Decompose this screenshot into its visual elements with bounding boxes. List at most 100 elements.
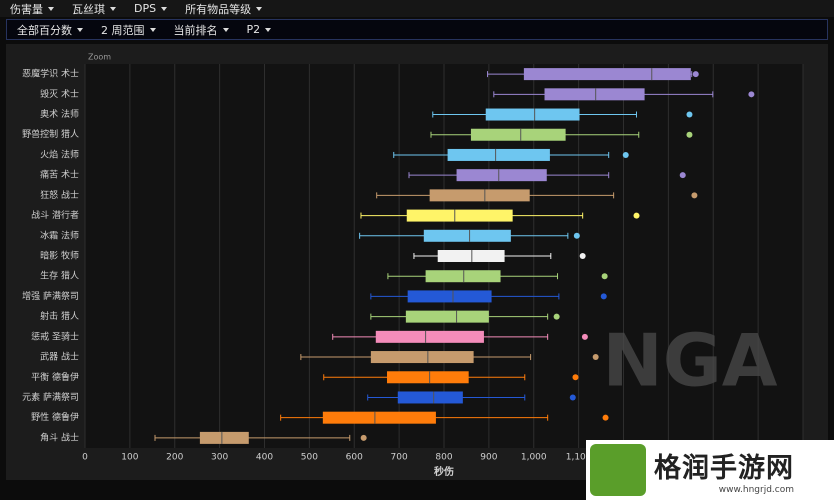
x-tick-label: 400 [256, 453, 273, 463]
filter-dropdown-label: 当前排名 [173, 23, 218, 37]
outlier [692, 71, 699, 78]
menu-item[interactable]: 瓦丝琪 [72, 1, 116, 17]
box [429, 189, 530, 202]
outlier [573, 232, 580, 239]
y-tick-label: 平衡 德鲁伊 [31, 371, 79, 383]
x-tick-label: 600 [346, 453, 363, 463]
y-tick-label: 战斗 潜行者 [31, 209, 79, 221]
x-tick-label: 1,000 [521, 453, 547, 463]
y-tick-label: 角斗 战士 [40, 431, 79, 443]
x-tick-label: 200 [166, 453, 183, 463]
menu-item[interactable]: 伤害量 [10, 1, 54, 17]
outlier [686, 131, 693, 138]
y-tick-label: 狂怒 战士 [40, 189, 79, 201]
filter-dropdown-label: P2 [246, 23, 261, 36]
caret [110, 6, 116, 11]
box [485, 108, 580, 121]
y-tick-label: 暗影 牧师 [40, 250, 79, 262]
box [322, 411, 436, 424]
outlier [748, 91, 755, 98]
x-tick-label: 800 [435, 453, 452, 463]
caret [149, 27, 156, 32]
x-tick-label: 500 [301, 453, 318, 463]
watermark: NGA [602, 319, 777, 403]
box [387, 371, 469, 384]
box [470, 128, 566, 141]
y-tick-label: 火焰 法师 [40, 148, 79, 160]
outlier [602, 414, 609, 421]
box [406, 209, 513, 222]
outlier [572, 374, 579, 381]
filter-dropdown[interactable]: 全部百分数 [17, 22, 83, 38]
outlier [579, 253, 586, 259]
box [375, 330, 484, 343]
filter-dropdown[interactable]: 当前排名 [174, 22, 229, 38]
filter-dropdown[interactable]: 2 周范围 [101, 22, 156, 38]
y-tick-label: 恶魔学识 术士 [22, 68, 79, 80]
menu-item-label: 所有物品等级 [185, 2, 252, 16]
outlier [691, 192, 698, 199]
zoom-label[interactable]: Zoom [88, 53, 111, 62]
y-tick-label: 增强 萨满祭司 [22, 290, 79, 302]
filter-dropdown-label: 2 周范围 [101, 23, 145, 37]
y-tick-label: 武器 战士 [40, 351, 79, 363]
logo-text: 格润手游网 [654, 452, 794, 484]
x-tick-label: 100 [121, 453, 138, 463]
outlier [622, 151, 629, 158]
x-tick-label: 1,100 [566, 453, 592, 463]
filter-dropdown[interactable]: P2 [247, 23, 272, 36]
menu-item-label: 瓦丝琪 [72, 2, 105, 16]
menu-item-label: 伤害量 [10, 2, 43, 16]
filter-dropdown-label: 全部百分数 [17, 23, 72, 37]
y-tick-label: 痛苦 术士 [40, 169, 79, 181]
menu-bar: 伤害量 瓦丝琪 DPS 所有物品等级 [0, 0, 834, 17]
caret [256, 6, 263, 11]
box [199, 431, 249, 444]
logo-icon [590, 444, 646, 496]
outlier [601, 273, 608, 280]
menu-item[interactable]: DPS [134, 2, 168, 15]
box [523, 68, 691, 81]
caret [48, 6, 54, 11]
x-tick-label: 900 [480, 453, 497, 463]
filter-bar: 全部百分数 2 周范围 当前排名 P2 [6, 19, 828, 40]
box [544, 88, 645, 101]
y-tick-label: 野性 德鲁伊 [31, 411, 79, 423]
outlier [592, 354, 599, 361]
outlier [360, 434, 367, 441]
y-tick-label: 冰霜 法师 [40, 229, 79, 241]
outlier [633, 212, 640, 219]
menu-item[interactable]: 所有物品等级 [185, 1, 263, 17]
box [425, 270, 501, 283]
y-tick-label: 射击 猎人 [40, 310, 79, 322]
outlier [581, 333, 588, 340]
outlier [686, 111, 693, 118]
outlier [600, 293, 607, 300]
y-tick-label: 野兽控制 猎人 [22, 128, 79, 140]
x-axis-label: 秒伤 [434, 465, 454, 478]
caret [265, 27, 272, 32]
outlier [569, 394, 576, 401]
box [397, 391, 463, 404]
outlier [553, 313, 560, 320]
box [423, 229, 511, 242]
x-tick-label: 0 [82, 453, 88, 463]
menu-item-label: DPS [134, 2, 157, 15]
y-tick-label: 毁灭 术士 [40, 88, 79, 100]
box [437, 250, 505, 262]
chart: Zoom 秒伤 0 100 200 300 400 500 600 700 800 900 1,00… [6, 44, 828, 480]
caret [161, 6, 168, 11]
box [407, 290, 492, 303]
box [370, 351, 474, 364]
logo-url: www.hngrjd.com [718, 484, 794, 495]
y-tick-label: 元素 萨满祭司 [22, 391, 79, 403]
box [456, 169, 547, 182]
caret [222, 27, 229, 32]
y-tick-label: 奥术 法师 [40, 108, 79, 120]
caret [77, 27, 83, 32]
y-tick-label: 生存 猎人 [40, 270, 79, 282]
box [447, 148, 550, 161]
x-tick-label: 700 [391, 453, 408, 463]
box [405, 310, 489, 323]
outlier [679, 172, 686, 179]
